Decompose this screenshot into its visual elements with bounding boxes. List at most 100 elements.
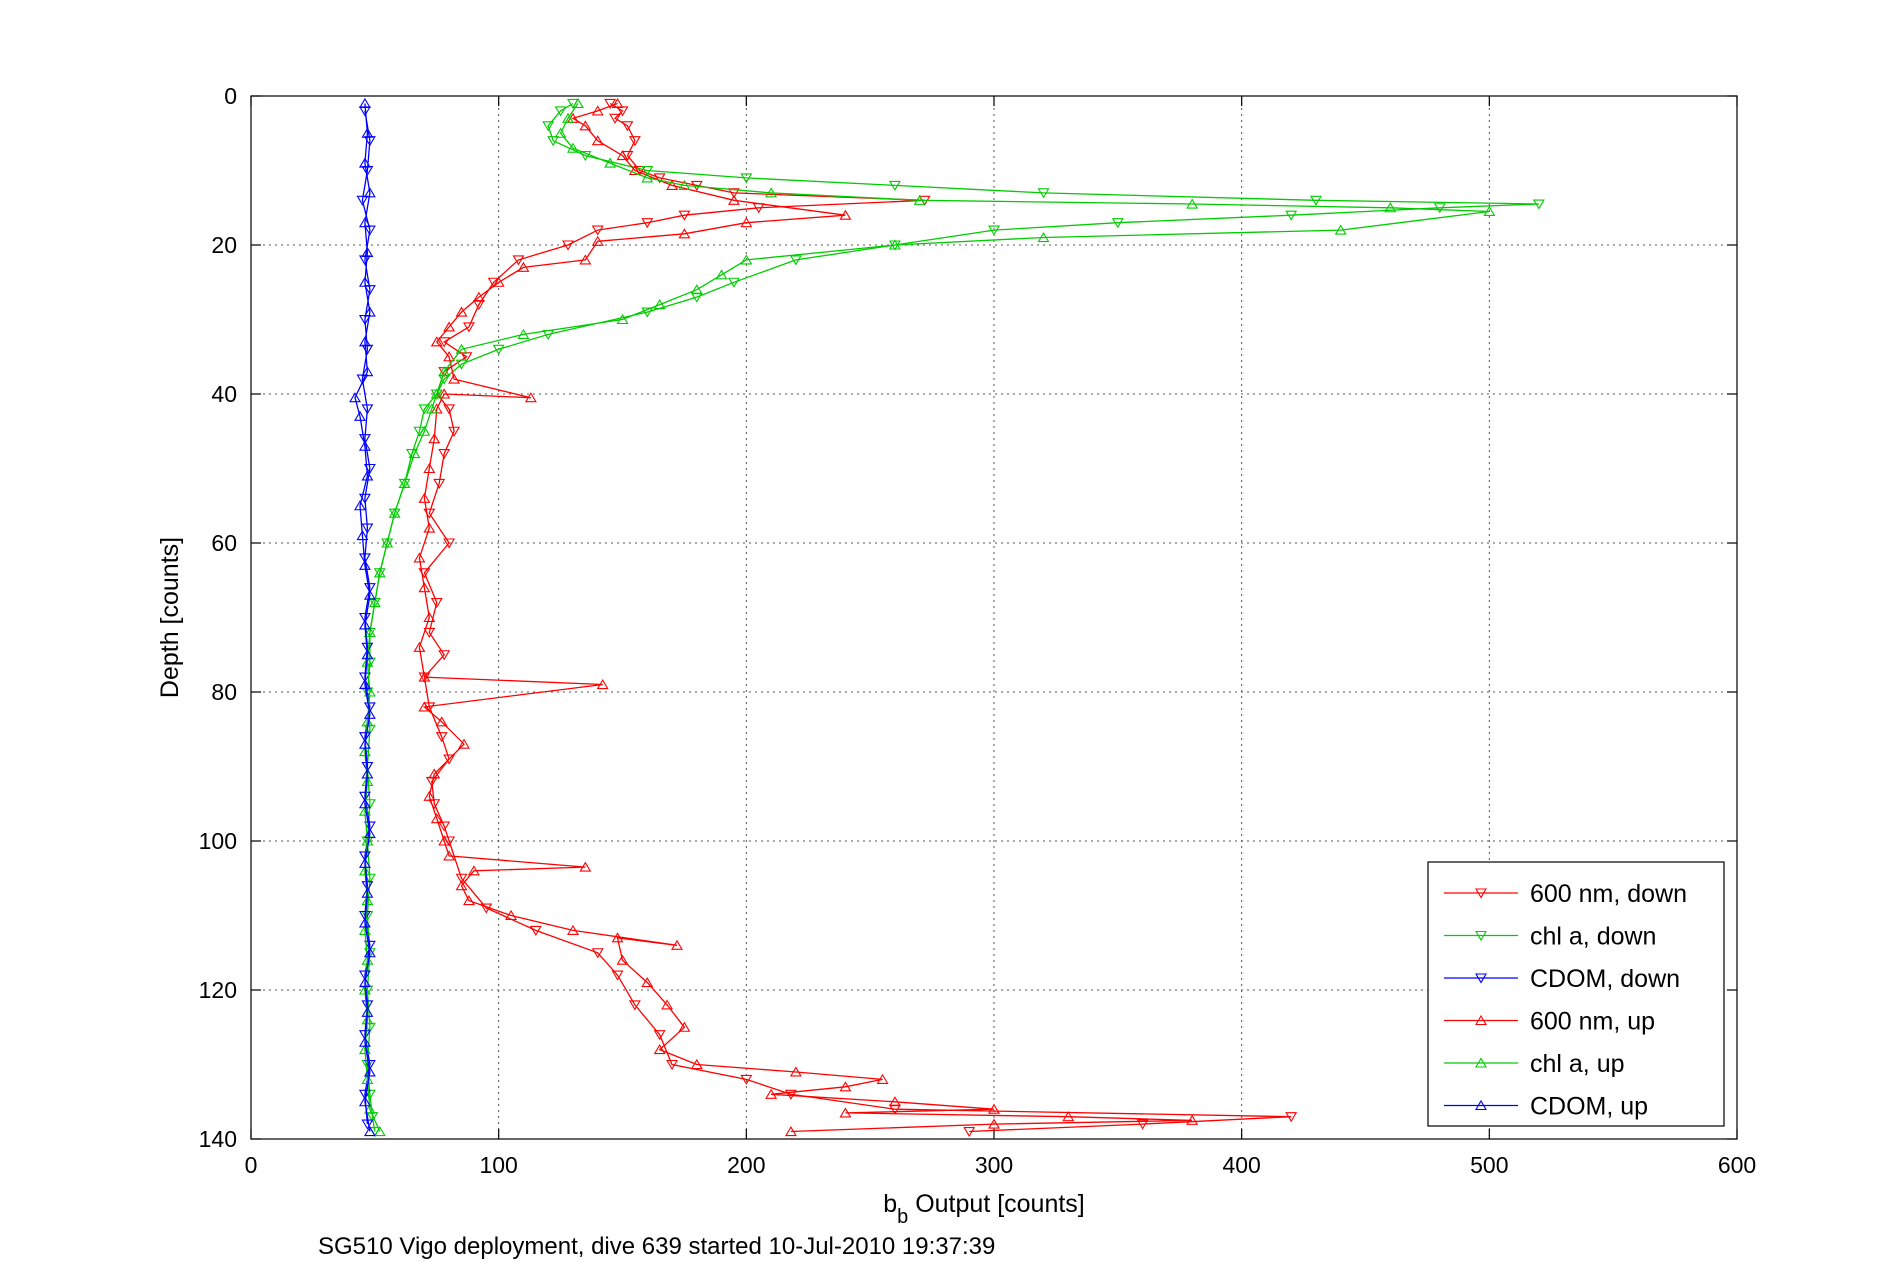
data-point — [621, 121, 634, 132]
data-point — [358, 976, 371, 988]
data-point — [611, 932, 624, 943]
data-point — [1384, 202, 1397, 213]
y-tick-label: 60 — [211, 530, 237, 556]
data-point — [363, 940, 376, 951]
legend-entry: CDOM, down — [1444, 965, 1680, 993]
data-point — [363, 947, 376, 958]
data-point — [361, 366, 374, 377]
data-point — [715, 269, 728, 280]
data-point — [363, 827, 376, 839]
legend: 600 nm, down chl a, down CDOM, down 600 nm,… — [1427, 861, 1725, 1127]
data-point — [529, 925, 542, 936]
data-point — [628, 164, 641, 176]
data-point — [616, 313, 629, 325]
data-point — [467, 865, 480, 876]
legend-entry: 600 nm, up — [1444, 1008, 1655, 1036]
data-point — [358, 917, 371, 928]
data-point — [443, 850, 456, 861]
data-point — [727, 188, 740, 199]
legend-label: chl a, down — [1530, 923, 1656, 951]
data-point — [356, 529, 369, 541]
data-point — [1136, 1119, 1149, 1130]
data-point — [398, 477, 411, 488]
data-point — [591, 135, 604, 146]
plot-series — [349, 97, 1545, 1138]
data-point — [591, 948, 604, 959]
data-point — [455, 873, 468, 884]
data-point — [458, 738, 470, 749]
data-point — [361, 1000, 374, 1011]
data-point — [381, 537, 394, 548]
data-point — [740, 1074, 753, 1085]
data-point — [373, 567, 386, 578]
data-point — [358, 255, 371, 266]
data-point — [678, 210, 691, 221]
data-point — [505, 909, 518, 921]
data-point — [765, 187, 778, 198]
data-point — [596, 678, 609, 690]
legend-label: 600 nm, up — [1530, 1008, 1655, 1036]
data-point — [455, 343, 468, 354]
data-point — [430, 388, 443, 399]
data-point — [562, 240, 574, 251]
data-point — [727, 194, 740, 205]
data-point — [653, 173, 666, 184]
data-point — [363, 1103, 376, 1114]
data-point — [358, 910, 371, 922]
data-point — [358, 857, 371, 868]
data-point — [876, 1073, 889, 1084]
data-point — [1111, 218, 1124, 229]
legend-marker — [1475, 930, 1487, 942]
y-axis-label: Depth [counts] — [156, 537, 184, 698]
data-point — [438, 388, 451, 399]
data-point — [363, 821, 376, 832]
data-point — [839, 1107, 852, 1118]
data-point — [358, 1030, 371, 1041]
data-point — [418, 492, 431, 503]
data-point — [358, 440, 371, 451]
legend-label: chl a, up — [1530, 1050, 1625, 1078]
legend-marker — [1475, 1057, 1487, 1068]
data-point — [727, 277, 740, 288]
data-point — [641, 165, 654, 177]
data-point — [358, 851, 371, 862]
data-point — [430, 813, 443, 824]
data-point — [358, 1044, 371, 1055]
x-tick-label: 100 — [479, 1152, 517, 1178]
data-point — [641, 307, 654, 318]
data-point — [438, 449, 451, 460]
legend-label: CDOM, down — [1530, 965, 1680, 993]
data-point — [641, 172, 654, 183]
data-point — [462, 322, 475, 333]
data-point — [562, 112, 574, 123]
data-point — [1186, 1114, 1199, 1125]
data-point — [423, 462, 436, 474]
data-point — [1037, 231, 1050, 243]
data-point — [358, 276, 371, 287]
data-point — [418, 582, 431, 593]
legend-marker — [1475, 1099, 1487, 1111]
data-point — [388, 507, 401, 518]
data-point — [425, 403, 438, 414]
data-point — [455, 880, 468, 891]
data-point — [913, 194, 926, 205]
x-axis-label: bb Output [counts] — [883, 1190, 1085, 1228]
data-point — [579, 120, 592, 131]
data-point — [579, 254, 592, 265]
data-point — [363, 1066, 376, 1077]
data-point — [361, 881, 374, 892]
data-point — [418, 701, 431, 712]
y-tick-label: 100 — [199, 828, 237, 854]
data-point — [435, 716, 448, 727]
legend-box — [1427, 861, 1725, 1127]
series-cdom-up — [349, 97, 376, 1137]
data-point — [358, 434, 371, 445]
data-point — [363, 702, 376, 713]
data-point — [1285, 1112, 1298, 1123]
y-tick-label: 0 — [224, 83, 237, 109]
data-point — [653, 1030, 666, 1041]
legend-entry: chl a, up — [1444, 1050, 1625, 1078]
data-point — [571, 97, 584, 108]
data-point — [517, 328, 530, 339]
data-point — [361, 1014, 374, 1025]
